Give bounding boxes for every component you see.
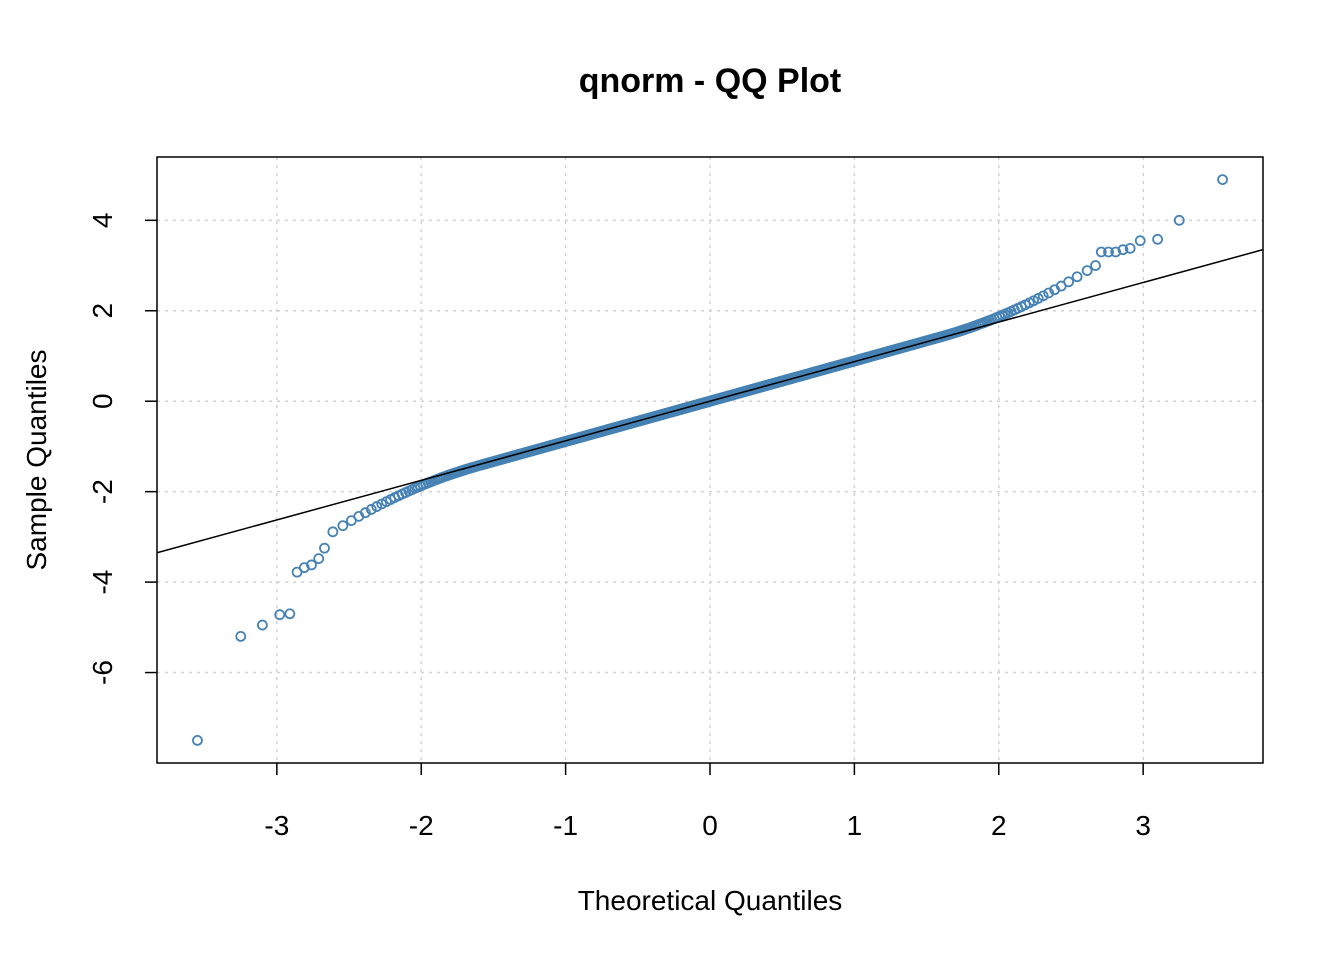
data-point bbox=[1173, 214, 1185, 226]
y-axis-label: Sample Quantiles bbox=[21, 349, 52, 570]
y-tick-label: 0 bbox=[87, 393, 118, 409]
y-tick-label: -2 bbox=[87, 479, 118, 504]
x-tick-label: -2 bbox=[409, 810, 434, 841]
data-point bbox=[1217, 174, 1228, 186]
data-point bbox=[1037, 290, 1049, 302]
data-point bbox=[1090, 260, 1101, 271]
x-tick-label: 3 bbox=[1135, 810, 1151, 841]
y-tick-label: -4 bbox=[87, 570, 118, 595]
data-point bbox=[365, 504, 377, 515]
data-point bbox=[1124, 242, 1136, 254]
reference-line bbox=[156, 248, 1264, 554]
reference-line-group bbox=[156, 248, 1264, 554]
grid-lines bbox=[157, 157, 1263, 763]
chart-title: qnorm - QQ Plot bbox=[579, 62, 842, 100]
data-point bbox=[257, 619, 268, 631]
data-point bbox=[1081, 265, 1093, 276]
data-point bbox=[327, 526, 339, 538]
data-point bbox=[274, 609, 286, 621]
x-axis: -3 -2 -1 0 1 2 3 bbox=[264, 763, 1151, 841]
data-point bbox=[1152, 233, 1163, 245]
x-axis-label: Theoretical Quantiles bbox=[578, 885, 843, 916]
data-point bbox=[1134, 235, 1146, 247]
data-point bbox=[1063, 276, 1075, 288]
data-point bbox=[235, 630, 247, 642]
data-point bbox=[1103, 246, 1114, 258]
y-tick-label: -6 bbox=[87, 660, 118, 685]
y-tick-label: 2 bbox=[87, 303, 118, 319]
data-point bbox=[319, 542, 330, 554]
x-tick-label: 0 bbox=[702, 810, 718, 841]
data-point bbox=[1117, 244, 1129, 256]
data-point bbox=[1095, 246, 1107, 258]
y-axis: 4 2 0 -2 -4 -6 bbox=[87, 213, 157, 685]
data-points bbox=[192, 174, 1228, 746]
data-point bbox=[359, 507, 371, 519]
data-point bbox=[1043, 287, 1055, 299]
data-point bbox=[284, 608, 296, 620]
y-tick-label: 4 bbox=[87, 213, 118, 229]
x-tick-label: -3 bbox=[264, 810, 289, 841]
data-point bbox=[1110, 246, 1122, 258]
x-tick-label: 1 bbox=[847, 810, 863, 841]
data-point bbox=[192, 734, 203, 746]
data-point bbox=[337, 520, 349, 532]
x-tick-label: 2 bbox=[991, 810, 1007, 841]
data-point bbox=[1071, 271, 1083, 283]
data-point bbox=[306, 559, 317, 571]
x-tick-label: -1 bbox=[553, 810, 578, 841]
data-point bbox=[313, 553, 325, 564]
